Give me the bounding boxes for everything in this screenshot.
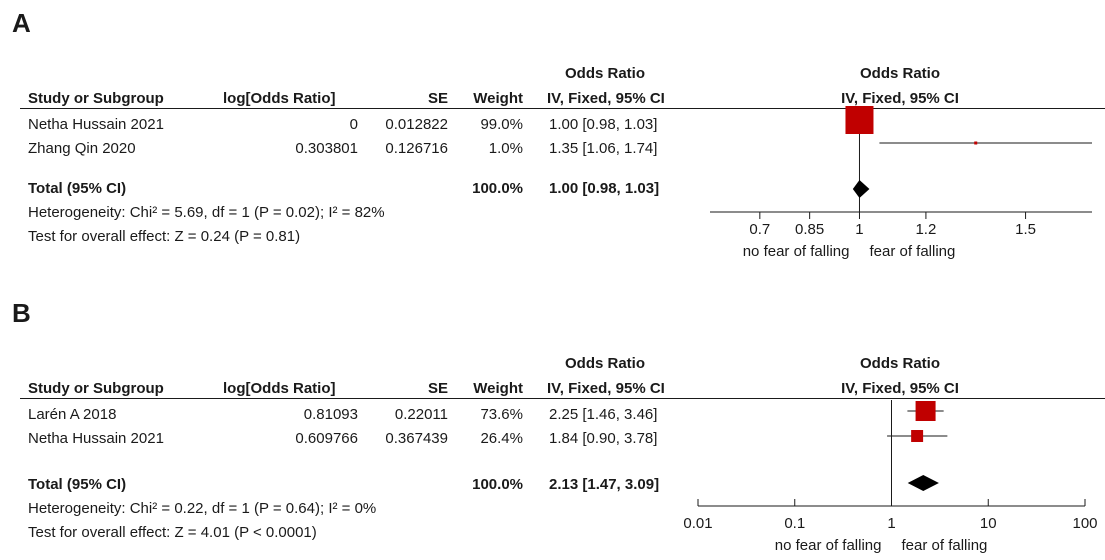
heterogeneity-text: Heterogeneity: Chi² = 5.69, df = 1 (P = … bbox=[28, 204, 385, 221]
study-weight: 1.0% bbox=[488, 140, 523, 157]
plot-column-title: Odds Ratio bbox=[859, 355, 940, 372]
header-or-method: IV, Fixed, 95% CI bbox=[547, 380, 665, 397]
study-name: Netha Hussain 2021 bbox=[28, 430, 164, 447]
study-weight: 26.4% bbox=[480, 430, 523, 447]
study-square bbox=[915, 401, 936, 421]
or-column-title: Odds Ratio bbox=[564, 65, 645, 82]
header-weight: Weight bbox=[473, 380, 523, 397]
total-label: Total (95% CI) bbox=[28, 476, 127, 493]
overall-effect-text: Test for overall effect: Z = 4.01 (P < 0… bbox=[28, 524, 317, 541]
panel-label: B bbox=[12, 298, 31, 328]
header-plot-method: IV, Fixed, 95% CI bbox=[841, 90, 959, 107]
header-se: SE bbox=[427, 380, 448, 397]
study-se: 0.126716 bbox=[385, 140, 448, 157]
study-log-or: 0.609766 bbox=[295, 430, 358, 447]
panel-label: A bbox=[12, 8, 31, 38]
x-tick-label: 0.85 bbox=[795, 221, 824, 238]
header-rule bbox=[20, 398, 1105, 399]
x-tick-label: 100 bbox=[1072, 515, 1097, 532]
study-se: 0.012822 bbox=[385, 116, 448, 133]
study-log-or: 0 bbox=[349, 116, 358, 133]
total-ci: 2.13 [1.47, 3.09] bbox=[549, 476, 660, 493]
or-column-title: Odds Ratio bbox=[564, 355, 645, 372]
study-ci: 1.35 [1.06, 1.74] bbox=[549, 140, 658, 157]
study-se: 0.22011 bbox=[394, 406, 448, 423]
header-se: SE bbox=[427, 90, 448, 107]
total-weight: 100.0% bbox=[472, 180, 523, 197]
study-ci: 2.25 [1.46, 3.46] bbox=[549, 406, 658, 423]
x-tick-label: 0.7 bbox=[749, 221, 770, 238]
x-tick-label: 1 bbox=[887, 515, 895, 532]
pooled-diamond bbox=[852, 180, 870, 198]
heterogeneity-text: Heterogeneity: Chi² = 0.22, df = 1 (P = … bbox=[28, 500, 377, 517]
x-tick-label: 1.5 bbox=[1015, 221, 1036, 238]
forest-plot-panel-a: A Odds Ratio Odds Ratio Study or Subgrou… bbox=[0, 0, 1105, 270]
total-weight: 100.0% bbox=[472, 476, 523, 493]
overall-effect-text: Test for overall effect: Z = 0.24 (P = 0… bbox=[28, 228, 301, 245]
header-rule bbox=[20, 108, 1105, 109]
pooled-diamond bbox=[907, 475, 939, 491]
plot-column-title: Odds Ratio bbox=[859, 65, 940, 82]
header-log-or: log[Odds Ratio] bbox=[223, 380, 336, 397]
x-tick-label: 0.01 bbox=[683, 515, 712, 532]
study-square bbox=[911, 430, 924, 442]
study-se: 0.367439 bbox=[385, 430, 448, 447]
study-name: Larén A 2018 bbox=[28, 406, 117, 423]
study-square bbox=[845, 106, 874, 134]
header-study: Study or Subgroup bbox=[28, 380, 164, 397]
x-tick-label: 1.2 bbox=[915, 221, 936, 238]
x-tick-label: 1 bbox=[855, 221, 863, 238]
total-ci: 1.00 [0.98, 1.03] bbox=[549, 180, 660, 197]
study-name: Netha Hussain 2021 bbox=[28, 116, 164, 133]
study-weight: 73.6% bbox=[480, 406, 523, 423]
study-log-or: 0.81093 bbox=[303, 406, 358, 423]
x-tick-label: 10 bbox=[980, 515, 997, 532]
study-name: Zhang Qin 2020 bbox=[28, 140, 136, 157]
favours-left-label: no fear of falling bbox=[743, 243, 850, 260]
study-ci: 1.84 [0.90, 3.78] bbox=[549, 430, 658, 447]
favours-right-label: fear of falling bbox=[902, 537, 988, 554]
forest-plot-b: 0.01 0.1 1 10 100 no fear of falling fear of f… bbox=[683, 400, 1098, 554]
header-log-or: log[Odds Ratio] bbox=[223, 90, 336, 107]
x-tick-label: 0.1 bbox=[784, 515, 805, 532]
study-square bbox=[974, 141, 978, 145]
favours-right-label: fear of falling bbox=[869, 243, 955, 260]
study-log-or: 0.303801 bbox=[295, 140, 358, 157]
header-weight: Weight bbox=[473, 90, 523, 107]
favours-left-label: no fear of falling bbox=[775, 537, 882, 554]
forest-plot-a: 0.7 0.85 1 1.2 1.5 no fear of falling fear of … bbox=[710, 106, 1092, 260]
header-plot-method: IV, Fixed, 95% CI bbox=[841, 380, 959, 397]
forest-plot-panel-b: B Odds Ratio Odds Ratio Study or Subgrou… bbox=[0, 290, 1105, 560]
header-study: Study or Subgroup bbox=[28, 90, 164, 107]
header-or-method: IV, Fixed, 95% CI bbox=[547, 90, 665, 107]
total-label: Total (95% CI) bbox=[28, 180, 127, 197]
study-weight: 99.0% bbox=[480, 116, 523, 133]
study-ci: 1.00 [0.98, 1.03] bbox=[549, 116, 658, 133]
